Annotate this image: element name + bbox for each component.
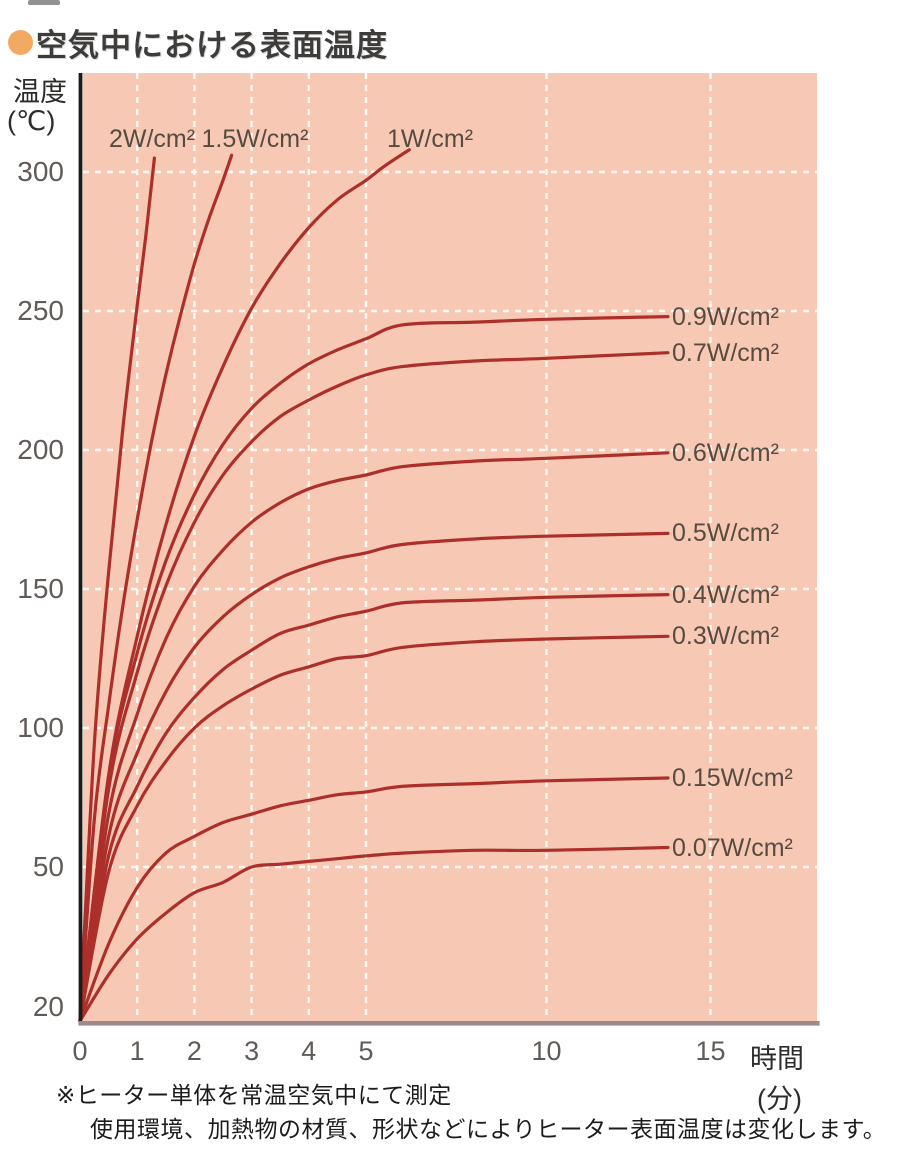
curve-0_6w	[78, 451, 670, 1023]
crop-artifact	[28, 0, 60, 5]
curve-0_4w	[78, 593, 670, 1023]
curve-0_3w	[78, 634, 670, 1023]
title-row: 空気中における表面温度	[8, 20, 388, 65]
title-bullet-icon	[8, 30, 33, 55]
y-axis-line	[78, 73, 83, 1026]
curve-0_5w	[78, 531, 670, 1023]
y-axis-title-line1: 温度	[13, 77, 67, 107]
curve-0_07w	[78, 845, 670, 1023]
curve-0_15w	[78, 776, 670, 1023]
curve-0_9w	[78, 315, 670, 1023]
x-axis-line	[78, 1021, 820, 1026]
y-axis-title-line2: (℃)	[7, 106, 56, 136]
page-title: 空気中における表面温度	[36, 28, 388, 63]
curve-1_5w	[78, 153, 234, 1023]
plot-background	[83, 73, 817, 1021]
footnote-disclaimer: 使用環境、加熱物の材質、形状などによりヒーター表面温度は変化します。	[90, 1116, 887, 1142]
footnote-measurement: ※ヒーター単体を常温空気中にて測定	[56, 1082, 452, 1108]
curve-2w	[78, 156, 156, 1023]
x-axis-unit-line2: (分)	[757, 1084, 802, 1114]
x-axis-unit-line1: 時間	[750, 1044, 804, 1074]
curve-0_7w	[78, 351, 670, 1023]
